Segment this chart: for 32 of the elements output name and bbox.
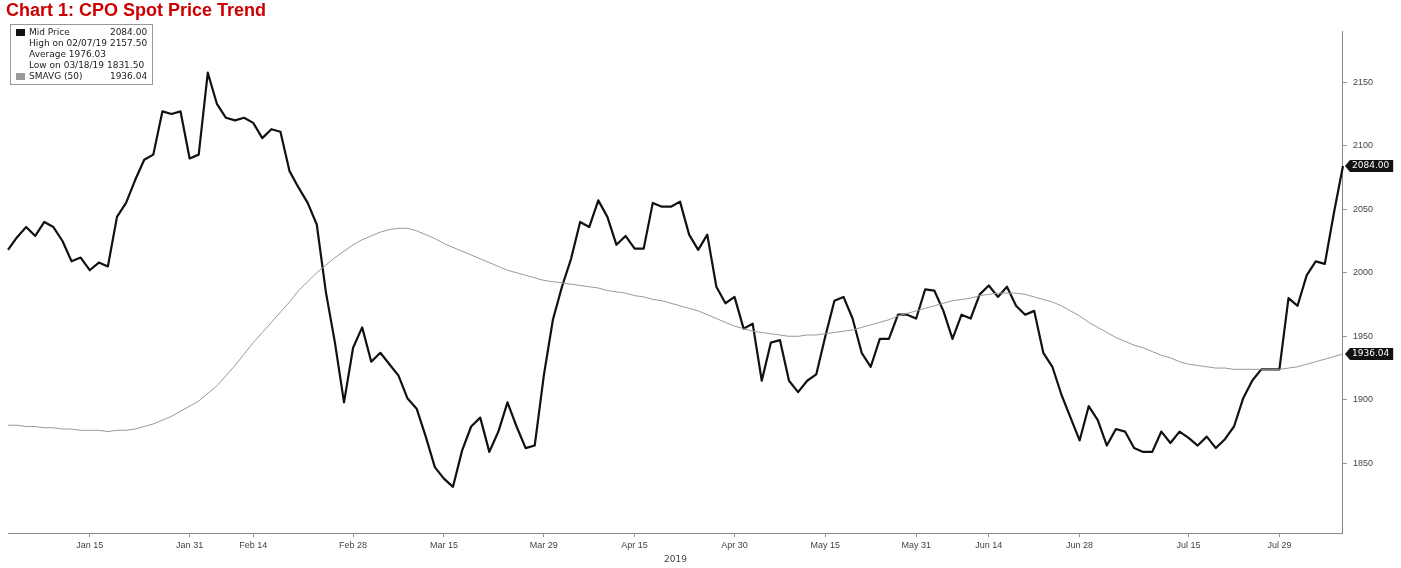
x-tick-label: Jul 15: [1176, 540, 1201, 551]
x-tick-label: Jul 29: [1267, 540, 1292, 551]
chart-title: Chart 1: CPO Spot Price Trend: [6, 0, 267, 21]
x-tick-label: Apr 30: [721, 540, 748, 551]
x-tick-label: Jun 28: [1066, 540, 1094, 551]
y-tick-label: 1850: [1352, 457, 1374, 468]
y-tick-label: 2000: [1352, 267, 1374, 278]
x-tick-label: Jan 15: [76, 540, 104, 551]
annotation: High on 02/07/19 2157.50: [29, 38, 148, 49]
text: 2084.00: [1351, 160, 1390, 171]
y-tick-label: 1950: [1352, 330, 1374, 341]
annotation: 2084.00: [108, 27, 148, 38]
x-axis-title: 2019: [664, 554, 687, 564]
x-tick-label: Jan 31: [176, 540, 204, 551]
x-tick-label: May 31: [901, 540, 931, 551]
x-tick-label: May 15: [810, 540, 841, 551]
x-tick-label: Feb 14: [239, 540, 268, 551]
y-tick-label: 2050: [1352, 203, 1374, 214]
annotation: 1936.04: [108, 71, 148, 82]
text: 1936.04: [1351, 348, 1390, 359]
y-tick-label: 2150: [1352, 76, 1374, 87]
legend-label: Mid Price: [29, 27, 70, 38]
legend-label: SMAVG (50): [29, 71, 83, 82]
x-tick-label: Jun 14: [975, 540, 1003, 551]
x-tick-label: Feb 28: [339, 540, 368, 551]
x-tick-label: Mar 29: [529, 540, 558, 551]
y-tick-label: 1900: [1352, 394, 1374, 405]
y-tick-label: 2100: [1352, 140, 1374, 151]
x-tick-label: Apr 15: [621, 540, 648, 551]
x-tick-label: Mar 15: [429, 540, 458, 551]
annotation: Low on 03/18/19 1831.50: [29, 60, 145, 71]
annotation: Average 1976.03: [29, 49, 107, 60]
